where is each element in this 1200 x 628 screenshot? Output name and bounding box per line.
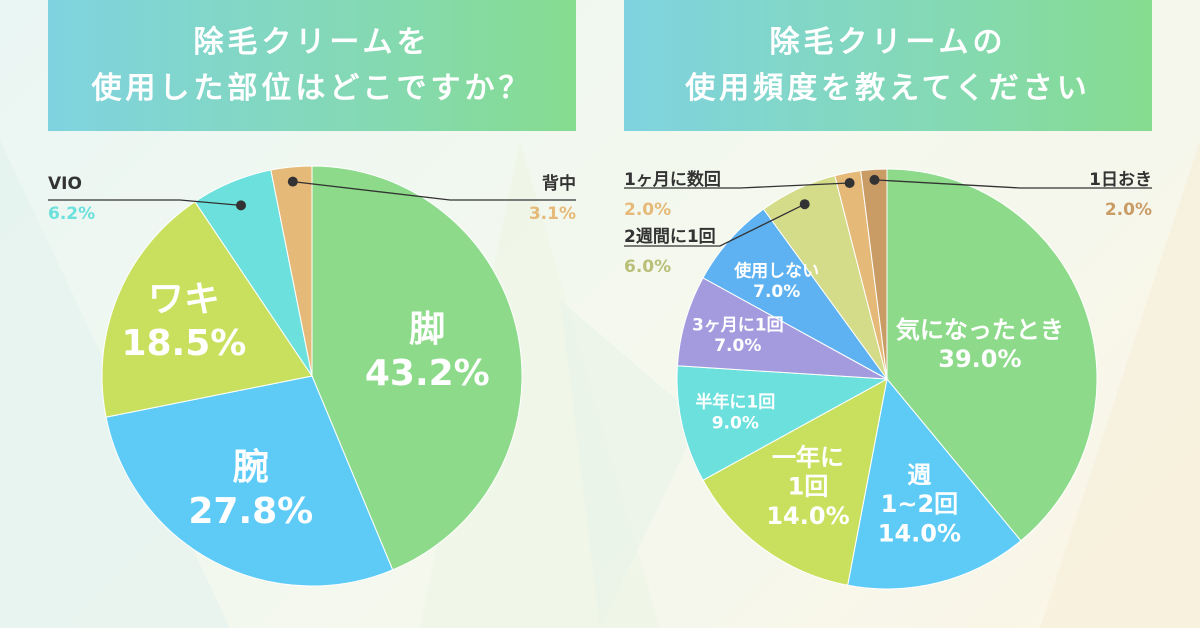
- chart-title-right-line2: 使用頻度を教えてください: [685, 70, 1091, 106]
- chart-title-left: 除毛クリームを 使用した部位はどこですか？: [48, 0, 576, 131]
- pie-right-monthly-dot: [844, 178, 855, 188]
- pie-left-label-waki-line-0: ワキ: [148, 279, 220, 320]
- chart-title-right-line1: 除毛クリームの: [769, 24, 1007, 60]
- pie-right-label-weekly-line-1: 1~2回: [881, 490, 959, 518]
- chart-title-right: 除毛クリームの 使用頻度を教えてください: [624, 0, 1152, 131]
- pie-right-label-notuse-line-1: 7.0%: [753, 282, 800, 302]
- pie-left-back-name: 背中: [542, 173, 576, 194]
- pie-left-label-arm-line-0: 腕: [233, 446, 269, 488]
- pie-right-label-weekly-line-0: 週: [907, 461, 931, 489]
- pie-left-label-leg-line-1: 43.2%: [365, 353, 490, 394]
- pie-right-label-quarterly-line-1: 7.0%: [714, 336, 761, 356]
- pie-right-label-notuse-line-0: 使用しない: [733, 260, 819, 281]
- pie-right-alternate-name: 1日おき: [1089, 170, 1152, 190]
- pie-right-alternate-dot: [869, 174, 880, 185]
- pie-right-label-halfyear-line-1: 9.0%: [712, 413, 759, 433]
- pie-right-biweekly-dot: [799, 199, 810, 210]
- pie-right-alternate-leader: [874, 179, 1152, 189]
- pie-right-monthly-leader: [624, 182, 850, 189]
- pie-left-back-value: 3.1%: [529, 204, 576, 224]
- pie-right-label-whenever-line-1: 39.0%: [938, 345, 1021, 373]
- chart-title-left-line1: 除毛クリームを: [193, 24, 431, 60]
- pie-right-label-whenever-line-0: 気になったとき: [896, 316, 1064, 344]
- pie-right-biweekly-leader: [624, 203, 805, 247]
- pie-right-label-yearly-line-2: 14.0%: [766, 502, 849, 530]
- pie-right-slice-0: [886, 168, 1098, 542]
- pie-left-back-leader: [292, 180, 576, 201]
- pie-right-label-halfyear-line-0: 半年に1回: [695, 392, 775, 413]
- pie-left-label-leg-line-0: 脚: [409, 309, 445, 350]
- pie-right-biweekly-name: 2週間に1回: [624, 227, 716, 247]
- pie-left-label-arm-line-1: 27.8%: [188, 491, 313, 532]
- pie-right-label-quarterly-line-0: 3ヶ月に1回: [692, 315, 784, 335]
- pie-left-slice-1: [105, 375, 394, 587]
- pie-right-label-weekly-line-2: 14.0%: [878, 519, 961, 547]
- pie-left-vio-dot: [236, 200, 246, 211]
- pie-left-back-dot: [287, 176, 298, 187]
- pie-left-slice-2: [101, 200, 313, 418]
- pie-left-slice-4: [270, 165, 313, 377]
- pie-right-slice-3: [676, 365, 889, 481]
- pie-right-slice-1: [847, 377, 1022, 590]
- pie-right-slice-8: [860, 168, 888, 380]
- pie-left-label-waki-line-1: 18.5%: [121, 323, 246, 364]
- pie-right-label-yearly-line-1: 1回: [788, 473, 829, 501]
- pie-right-biweekly-value: 6.0%: [624, 257, 671, 277]
- pie-right-monthly-name: 1ヶ月に数回: [624, 169, 721, 190]
- pie-right-label-yearly-line-0: 一年に: [772, 444, 844, 472]
- pie-right-monthly-value: 2.0%: [624, 200, 671, 220]
- pie-right-alternate-value: 2.0%: [1105, 200, 1152, 220]
- pie-right-slice-2: [702, 378, 888, 586]
- chart-title-left-line2: 使用した部位はどこですか？: [91, 70, 533, 106]
- pie-left-vio-value: 6.2%: [48, 204, 95, 224]
- pie-left-slice-0: [311, 165, 523, 571]
- pie-left-vio-leader: [48, 199, 242, 207]
- pie-left-vio-name: VIO: [48, 174, 82, 194]
